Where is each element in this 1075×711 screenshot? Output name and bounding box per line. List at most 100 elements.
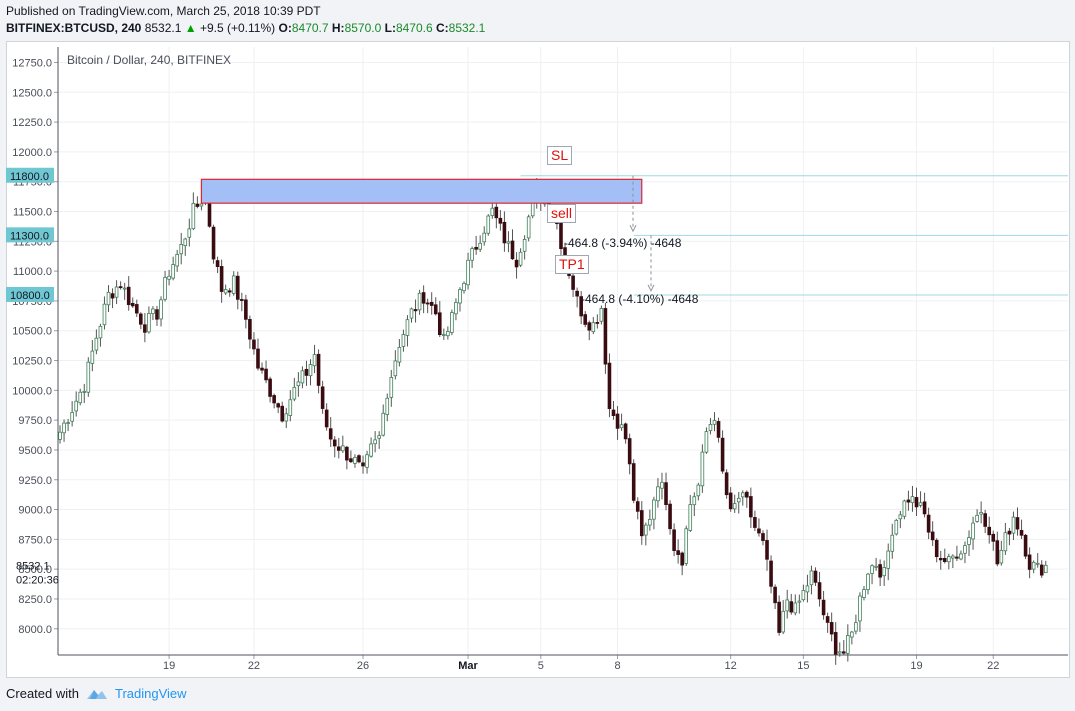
candle-body [353,457,357,464]
candle-body [381,412,386,436]
candle-body [805,585,810,593]
last-price-axis-label: 8532.1 [16,560,50,572]
candle-body [118,286,123,289]
candle-body [910,496,915,504]
candle-body [837,651,842,654]
risk-measure-label: -464.8 (-3.94%) -4648 [564,236,682,250]
candle-body [740,492,745,498]
candle-body [914,497,919,508]
candle-body [446,331,450,337]
candle-body [90,350,95,364]
candle-body [720,437,725,472]
candle-body [829,622,834,635]
candle-body [955,556,959,559]
candle-body [801,590,806,601]
y-tick-label: 9500.0 [18,445,52,457]
sell-label[interactable]: sell [547,204,577,223]
candle-body [951,555,955,559]
chart-frame[interactable] [6,41,1070,678]
candle-body [223,289,228,294]
y-tick-label: 8000.0 [18,624,52,636]
candle-body [397,347,402,363]
candle-body [345,446,349,461]
candle-body [248,319,252,340]
y-tick-label: 11000.0 [13,266,52,278]
candle-body [300,370,305,384]
candle-body [510,240,515,260]
candle-body [506,241,511,244]
candle-body [664,482,668,505]
candle-body [312,354,317,367]
candle-body [833,632,838,655]
candle-body [514,259,519,268]
published-line: Published on TradingView.com, March 25, … [6,4,321,18]
candle-body [688,504,693,531]
candle-body [850,631,854,638]
candle-body [769,560,773,587]
candle-body [813,570,818,583]
candle-body [417,292,422,311]
candle-body [736,497,741,503]
candle-body [454,302,458,315]
stop-loss-label[interactable]: SL [547,146,573,165]
candle-body [171,264,175,279]
candle-body [316,353,321,386]
high-value: 8570.0 [344,21,382,35]
candle-body [389,376,394,398]
take-profit-label[interactable]: TP1 [555,255,589,274]
candle-body [296,381,301,387]
candle-body [975,514,979,522]
candle-body [179,244,184,255]
candle-body [797,600,802,603]
candle-body [886,550,891,569]
candle-body [942,557,947,563]
low-value: 8470.6 [395,21,433,35]
candle-body [58,431,62,440]
y-tick-label: 12750.0 [12,57,52,69]
candle-body [809,570,814,586]
candle-body [272,395,276,404]
candle-body [781,610,785,633]
change-value: +9.5 (+0.11%) [199,21,276,35]
price-level-badge [6,167,54,183]
candle-body [862,589,866,598]
candle-body [991,533,996,542]
price-level-badge-label: 11800.0 [10,171,49,183]
x-tick-label: 22 [987,660,999,672]
close-label: C: [435,21,449,35]
low-label: L: [384,21,396,35]
candle-body [652,499,656,520]
candle-body [959,553,963,560]
x-tick-label: Mar [458,660,478,672]
candle-body [644,524,648,536]
candle-body [1023,534,1028,557]
candle-body [260,367,264,371]
reward-measure-label: -464.8 (-4.10%) -4648 [581,292,699,306]
candle-body [761,533,765,541]
candle-body [595,322,600,324]
candle-body [619,424,624,429]
countdown-label: 02:20:36 [16,574,59,586]
candle-body [858,595,862,622]
candle-body [328,428,333,440]
candle-body [583,314,588,325]
candle-body [1027,554,1032,570]
candle-body [377,435,381,439]
candle-body [215,260,220,267]
candle-body [264,368,268,381]
candle-body [369,443,373,457]
candle-body [866,573,870,590]
candle-body [603,308,608,365]
candle-body [191,203,196,230]
candle-body [793,602,798,614]
quote-line: BITFINEX:BTCUSD, 240 8532.1 ▲ +9.5 (+0.1… [6,21,485,35]
tradingview-brand[interactable]: TradingView [114,686,187,701]
candle-body [971,522,975,540]
candle-body [1003,532,1008,552]
candle-body [401,334,406,347]
candle-body [930,531,935,541]
candle-body [231,275,236,294]
candle-body [199,203,204,207]
candle-body [1019,529,1024,536]
